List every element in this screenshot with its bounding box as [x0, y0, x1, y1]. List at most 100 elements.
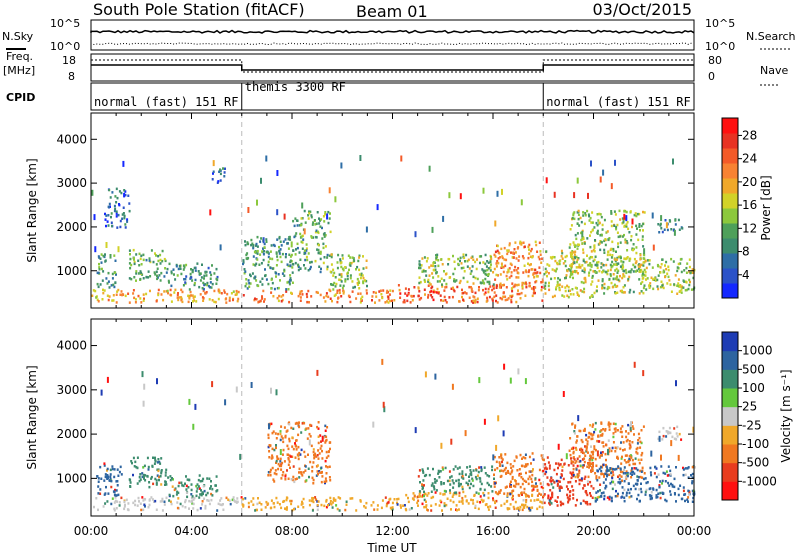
data-pixel — [349, 300, 352, 304]
data-pixel — [665, 260, 668, 264]
data-pixel — [521, 482, 524, 486]
data-pixel — [642, 477, 645, 481]
data-pixel — [484, 269, 487, 273]
data-pixel — [209, 209, 212, 216]
data-pixel — [633, 213, 636, 217]
data-pixel — [445, 282, 448, 286]
data-pixel — [657, 274, 660, 277]
data-pixel — [545, 470, 548, 474]
data-pixel — [104, 502, 107, 505]
data-pixel — [159, 258, 162, 262]
data-pixel — [212, 170, 215, 173]
data-pixel — [612, 263, 615, 266]
data-pixel — [280, 300, 283, 303]
data-pixel — [107, 224, 110, 227]
data-pixel — [626, 221, 629, 224]
data-pixel — [500, 456, 503, 460]
data-pixel — [168, 281, 170, 284]
data-pixel — [660, 465, 663, 468]
data-pixel — [634, 487, 637, 491]
data-pixel — [585, 501, 588, 505]
data-pixel — [276, 255, 279, 258]
data-pixel — [399, 504, 402, 507]
data-pixel — [100, 267, 103, 271]
data-pixel — [268, 450, 271, 453]
data-pixel — [655, 488, 658, 492]
data-pixel — [308, 439, 311, 446]
data-pixel — [441, 466, 444, 469]
data-pixel — [216, 181, 219, 184]
data-pixel — [597, 219, 600, 222]
data-pixel — [586, 465, 589, 468]
data-pixel — [297, 505, 300, 508]
data-pixel — [445, 301, 448, 304]
data-pixel — [279, 432, 282, 436]
data-pixel — [310, 214, 313, 217]
data-pixel — [439, 499, 442, 503]
data-pixel — [458, 466, 461, 469]
data-pixel — [117, 213, 120, 217]
data-pixel — [633, 472, 636, 475]
data-pixel — [432, 261, 435, 264]
data-pixel — [483, 282, 486, 285]
data-pixel — [634, 482, 637, 486]
data-pixel — [496, 260, 499, 263]
data-pixel — [686, 498, 689, 501]
data-pixel — [329, 270, 332, 274]
data-pixel — [642, 291, 645, 295]
data-pixel — [250, 238, 253, 242]
data-pixel — [475, 477, 478, 481]
data-pixel — [636, 212, 639, 216]
data-pixel — [109, 473, 112, 476]
data-pixel — [297, 457, 300, 461]
data-pixel — [258, 300, 261, 303]
data-pixel — [176, 501, 179, 504]
data-pixel — [539, 253, 542, 256]
data-pixel — [222, 503, 224, 506]
data-pixel — [568, 497, 571, 500]
data-pixel — [154, 252, 156, 255]
data-pixel — [457, 482, 460, 485]
data-pixel — [308, 503, 311, 507]
data-pixel — [448, 258, 451, 261]
data-pixel — [142, 475, 145, 478]
data-pixel — [521, 508, 524, 512]
data-pixel — [278, 294, 281, 298]
data-pixel — [457, 478, 460, 482]
data-pixel — [681, 285, 683, 288]
data-pixel — [123, 500, 126, 504]
data-pixel — [193, 283, 196, 287]
data-pixel — [278, 252, 281, 255]
data-pixel — [92, 289, 95, 292]
data-pixel — [621, 267, 624, 271]
data-pixel — [412, 492, 415, 495]
data-pixel — [636, 475, 639, 478]
data-pixel — [328, 187, 331, 194]
data-pixel — [264, 506, 267, 509]
data-pixel — [519, 453, 522, 457]
data-pixel — [474, 301, 477, 304]
data-pixel — [664, 275, 666, 279]
data-pixel — [543, 501, 546, 505]
data-pixel — [520, 464, 523, 468]
data-pixel — [148, 259, 151, 262]
data-pixel — [581, 466, 584, 469]
data-pixel — [269, 468, 272, 472]
data-pixel — [574, 286, 577, 290]
data-pixel — [342, 284, 345, 288]
data-pixel — [263, 298, 266, 301]
data-pixel — [371, 299, 373, 302]
data-pixel — [185, 475, 187, 478]
data-pixel — [639, 475, 642, 479]
data-pixel — [593, 291, 596, 295]
data-pixel — [574, 480, 577, 483]
data-pixel — [538, 468, 541, 472]
data-pixel — [295, 219, 298, 222]
data-pixel — [428, 165, 431, 172]
data-pixel — [264, 274, 266, 278]
data-pixel — [324, 424, 327, 428]
data-pixel — [489, 269, 492, 272]
data-pixel — [492, 285, 495, 289]
data-pixel — [533, 289, 536, 293]
data-pixel — [505, 286, 508, 289]
